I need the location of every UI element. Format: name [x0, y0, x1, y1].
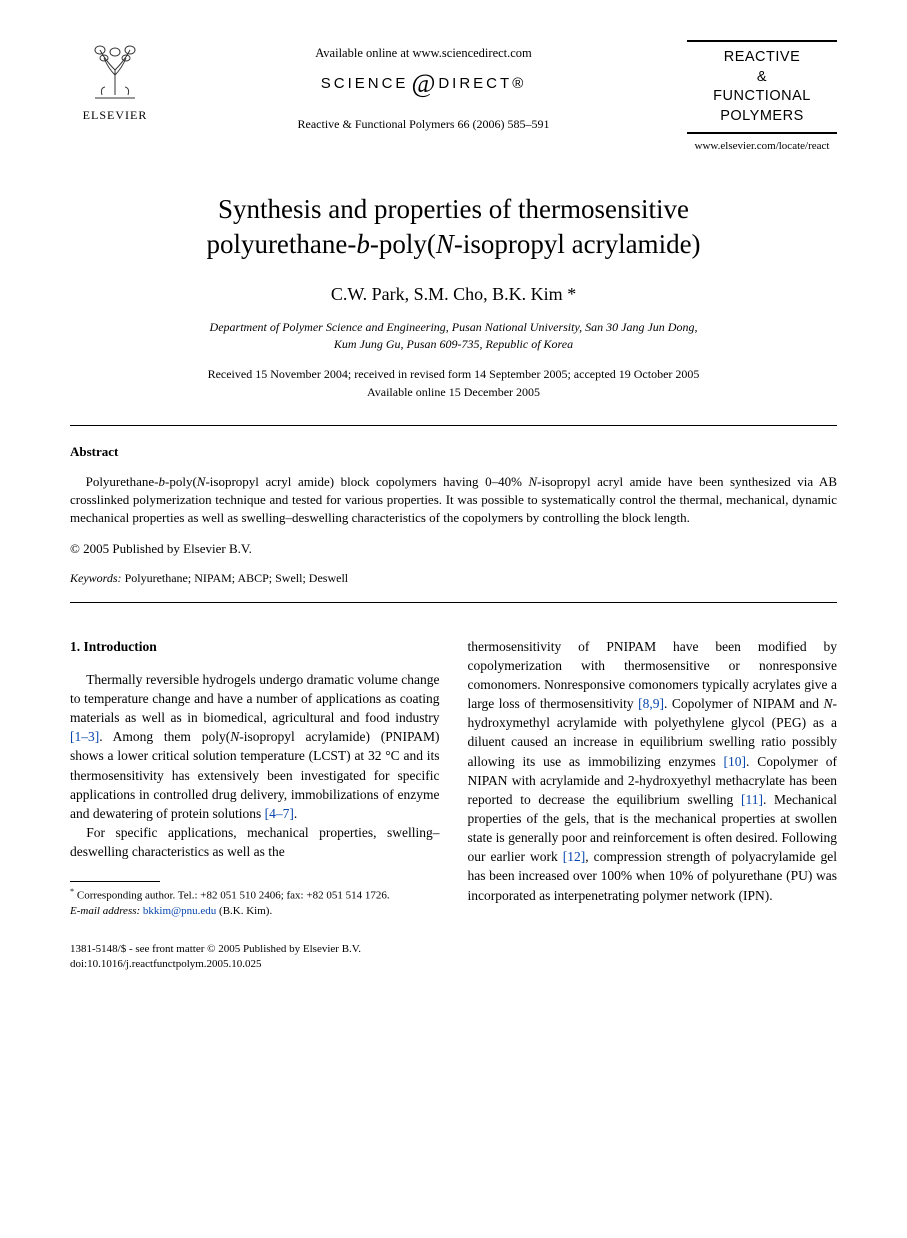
- c2b: . Copolymer of NIPAM and: [664, 696, 823, 711]
- title-line1: Synthesis and properties of thermosensit…: [218, 194, 689, 224]
- email-suffix: (B.K. Kim).: [216, 905, 272, 917]
- keywords: Keywords: Polyurethane; NIPAM; ABCP; Swe…: [70, 571, 837, 586]
- intro-para-2: For specific applications, mechanical pr…: [70, 823, 440, 861]
- elsevier-label: ELSEVIER: [70, 108, 160, 123]
- sciencedirect-left: SCIENCE: [321, 75, 409, 92]
- title-line2d: N: [436, 229, 454, 259]
- journal-url[interactable]: www.elsevier.com/locate/react: [687, 140, 837, 152]
- abstract-text: Polyurethane-b-poly(N-isopropyl acryl am…: [70, 473, 837, 528]
- author-names: C.W. Park, S.M. Cho, B.K. Kim: [331, 284, 567, 304]
- sciencedirect-at-icon: @: [408, 69, 438, 98]
- abs-f: N: [528, 474, 537, 489]
- sciencedirect-right: DIRECT: [438, 75, 512, 92]
- abstract-section: Abstract Polyurethane-b-poly(N-isopropyl…: [70, 444, 837, 586]
- authors: C.W. Park, S.M. Cho, B.K. Kim *: [70, 284, 837, 305]
- center-header: Available online at www.sciencedirect.co…: [160, 40, 687, 132]
- journal-box-line3: FUNCTIONAL: [689, 87, 835, 107]
- journal-reference: Reactive & Functional Polymers 66 (2006)…: [160, 117, 687, 132]
- title-line2e: -isopropyl acrylamide): [454, 229, 701, 259]
- email-footnote: E-mail address: bkkim@pnu.edu (B.K. Kim)…: [70, 904, 440, 919]
- dates-line2: Available online 15 December 2005: [367, 385, 540, 399]
- doi-line: doi:10.1016/j.reactfunctpolym.2005.10.02…: [70, 957, 837, 972]
- abstract-copyright: © 2005 Published by Elsevier B.V.: [70, 541, 837, 557]
- corr-author-footnote: * Corresponding author. Tel.: +82 051 51…: [70, 886, 440, 904]
- abs-c: -poly(: [165, 474, 197, 489]
- keywords-text: Polyurethane; NIPAM; ABCP; Swell; Deswel…: [125, 571, 349, 585]
- journal-box-line4: POLYMERS: [689, 107, 835, 127]
- title-block: Synthesis and properties of thermosensit…: [70, 192, 837, 401]
- elsevier-tree-icon: [70, 40, 160, 108]
- p1d: .: [294, 806, 297, 821]
- column-right: thermosensitivity of PNIPAM have been mo…: [468, 637, 838, 920]
- footer-meta: 1381-5148/$ - see front matter © 2005 Pu…: [70, 942, 837, 973]
- elsevier-logo: ELSEVIER: [70, 40, 160, 123]
- ref-11[interactable]: [11]: [741, 792, 763, 807]
- p1b: . Among them poly(: [99, 729, 230, 744]
- affiliation-line1: Department of Polymer Science and Engine…: [210, 320, 698, 334]
- p1ital: N: [230, 729, 239, 744]
- footnote-marker: *: [70, 887, 74, 896]
- article-title: Synthesis and properties of thermosensit…: [70, 192, 837, 262]
- ref-8-9[interactable]: [8,9]: [638, 696, 664, 711]
- journal-box-title: REACTIVE & FUNCTIONAL POLYMERS: [687, 40, 837, 134]
- body-columns: 1. Introduction Thermally reversible hyd…: [70, 637, 837, 920]
- available-online-text: Available online at www.sciencedirect.co…: [160, 46, 687, 61]
- ref-4-7[interactable]: [4–7]: [265, 806, 294, 821]
- footnote-block: * Corresponding author. Tel.: +82 051 51…: [70, 886, 440, 919]
- sciencedirect-logo: SCIENCE@DIRECT®: [160, 69, 687, 99]
- abs-a: Polyurethane-: [86, 474, 159, 489]
- column-left: 1. Introduction Thermally reversible hyd…: [70, 637, 440, 920]
- corr-text: Corresponding author. Tel.: +82 051 510 …: [77, 890, 390, 902]
- abs-e: -isopropyl acryl amide) block copolymers…: [205, 474, 528, 489]
- dates-line1: Received 15 November 2004; received in r…: [208, 367, 700, 381]
- p1a: Thermally reversible hydrogels undergo d…: [70, 672, 440, 725]
- ref-1-3[interactable]: [1–3]: [70, 729, 99, 744]
- journal-box-line1: REACTIVE: [689, 48, 835, 68]
- affiliation: Department of Polymer Science and Engine…: [70, 319, 837, 353]
- rule-below-abstract: [70, 602, 837, 603]
- journal-box-line2: &: [689, 68, 835, 88]
- intro-para-1: Thermally reversible hydrogels undergo d…: [70, 670, 440, 823]
- journal-box: REACTIVE & FUNCTIONAL POLYMERS www.elsev…: [687, 40, 837, 152]
- c2ital: N: [823, 696, 832, 711]
- ref-10[interactable]: [10]: [724, 754, 747, 769]
- keywords-label: Keywords:: [70, 571, 125, 585]
- title-line2b: b: [356, 229, 370, 259]
- email-label: E-mail address:: [70, 905, 143, 917]
- rule-above-abstract: [70, 425, 837, 426]
- section-1-heading: 1. Introduction: [70, 637, 440, 656]
- abstract-heading: Abstract: [70, 444, 837, 460]
- footnote-rule: [70, 881, 160, 882]
- article-dates: Received 15 November 2004; received in r…: [70, 365, 837, 401]
- page: ELSEVIER Available online at www.science…: [0, 0, 907, 1023]
- affiliation-line2: Kum Jung Gu, Pusan 609-735, Republic of …: [334, 337, 573, 351]
- corr-marker: *: [567, 284, 576, 304]
- email-link[interactable]: bkkim@pnu.edu: [143, 905, 216, 917]
- title-line2c: -poly(: [370, 229, 436, 259]
- issn-line: 1381-5148/$ - see front matter © 2005 Pu…: [70, 942, 837, 957]
- sciencedirect-reg: ®: [512, 75, 526, 92]
- header-row: ELSEVIER Available online at www.science…: [70, 40, 837, 152]
- title-line2a: polyurethane-: [206, 229, 356, 259]
- intro-para-2-cont: thermosensitivity of PNIPAM have been mo…: [468, 637, 838, 905]
- ref-12[interactable]: [12]: [563, 849, 586, 864]
